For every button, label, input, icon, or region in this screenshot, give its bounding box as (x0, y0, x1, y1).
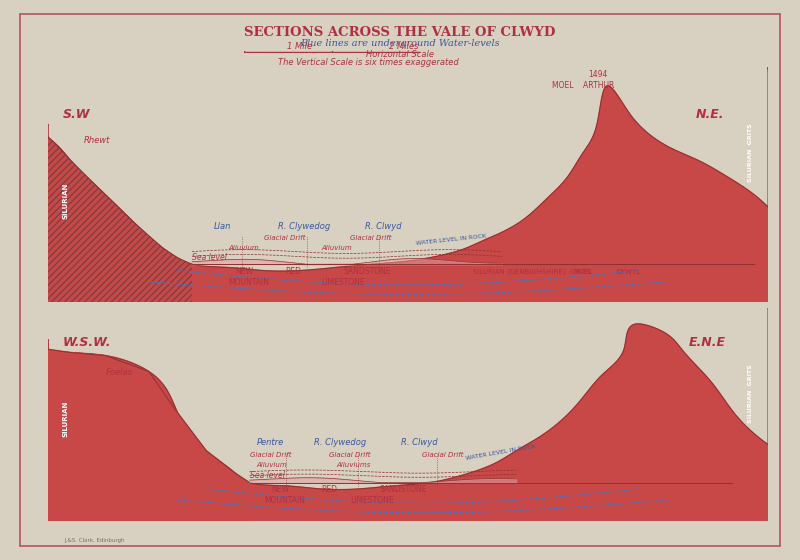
Text: Pentre: Pentre (257, 437, 284, 446)
Text: W.S.W.: W.S.W. (62, 336, 111, 349)
Text: SILURIAN  GRITS: SILURIAN GRITS (747, 124, 753, 183)
Text: Glacial Drift: Glacial Drift (422, 452, 464, 458)
Text: The Vertical Scale is six times exaggerated: The Vertical Scale is six times exaggera… (278, 58, 458, 67)
Text: Foelas: Foelas (106, 368, 133, 377)
Text: NEW: NEW (271, 485, 290, 494)
Text: Blue lines are underground Water-levels: Blue lines are underground Water-levels (300, 39, 500, 48)
Text: WATER LEVEL IN ROCK: WATER LEVEL IN ROCK (466, 444, 536, 461)
Text: 1494: 1494 (588, 70, 607, 79)
Text: Alluvium: Alluvium (228, 245, 258, 251)
Text: NEW: NEW (235, 267, 253, 276)
Text: SANDSTONE: SANDSTONE (343, 267, 390, 276)
Text: Alluvium: Alluvium (322, 245, 352, 251)
Text: LIMESTONE: LIMESTONE (350, 496, 394, 505)
Text: Horizontal Scale: Horizontal Scale (366, 50, 434, 59)
Text: Sea level: Sea level (192, 254, 227, 263)
Text: SILURIAN: SILURIAN (63, 183, 69, 219)
Text: Llan: Llan (214, 222, 231, 231)
Text: S.W: S.W (62, 108, 90, 121)
Text: RED: RED (286, 267, 302, 276)
Text: J.&S. Clark, Edinburgh: J.&S. Clark, Edinburgh (64, 538, 125, 543)
Text: Alluviums: Alluviums (336, 462, 370, 468)
Text: SILURIAN  GRITS: SILURIAN GRITS (747, 365, 753, 423)
Text: Sea level: Sea level (250, 471, 285, 480)
Text: SECTIONS ACROSS THE VALE OF CLWYD: SECTIONS ACROSS THE VALE OF CLWYD (244, 26, 556, 39)
Text: MOEL: MOEL (574, 269, 594, 275)
Text: R. Clwyd: R. Clwyd (401, 437, 438, 446)
Text: SILURIAN (DENBIGHSHIRE)  GRITS: SILURIAN (DENBIGHSHIRE) GRITS (473, 269, 590, 276)
Polygon shape (48, 340, 250, 521)
Text: RED: RED (322, 485, 338, 494)
Text: Glacial Drift: Glacial Drift (329, 452, 370, 458)
Text: WATER LEVEL IN ROCK: WATER LEVEL IN ROCK (415, 234, 486, 246)
Text: E.N.E: E.N.E (689, 336, 726, 349)
Text: SILURIAN: SILURIAN (63, 401, 69, 437)
Text: MOUNTAIN: MOUNTAIN (228, 278, 269, 287)
Polygon shape (48, 124, 192, 302)
Text: Glacial Drift: Glacial Drift (350, 235, 392, 241)
Text: DYWYL: DYWYL (617, 269, 641, 275)
Text: Rhewt: Rhewt (84, 137, 110, 146)
Text: MOEL    ARTHUR: MOEL ARTHUR (552, 81, 614, 90)
Text: SANDSTONE: SANDSTONE (379, 485, 426, 494)
Polygon shape (44, 308, 800, 521)
Polygon shape (45, 67, 797, 302)
Text: N.E.: N.E. (696, 108, 725, 121)
Text: Alluvium: Alluvium (257, 462, 287, 468)
Text: Glacial Drift: Glacial Drift (264, 235, 306, 241)
Text: LIMESTONE: LIMESTONE (322, 278, 366, 287)
Text: 2 Miles: 2 Miles (390, 43, 418, 52)
Text: R. Clywedog: R. Clywedog (278, 222, 330, 231)
Text: R. Clywedog: R. Clywedog (314, 437, 366, 446)
Text: Glacial Drift: Glacial Drift (250, 452, 291, 458)
Text: 1 Mile: 1 Mile (287, 43, 313, 52)
Text: MOUNTAIN: MOUNTAIN (264, 496, 305, 505)
Text: R. Clwyd: R. Clwyd (365, 222, 402, 231)
